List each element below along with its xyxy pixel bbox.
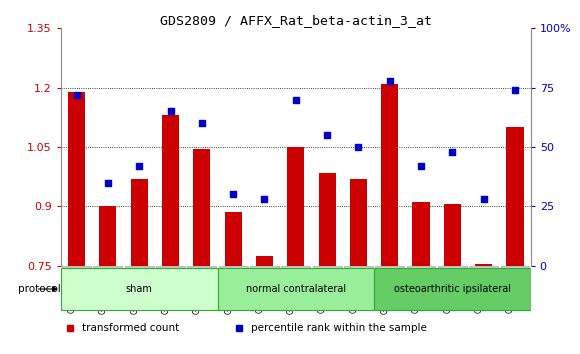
Text: osteoarthritic ipsilateral: osteoarthritic ipsilateral	[394, 284, 511, 294]
Text: normal contralateral: normal contralateral	[246, 284, 346, 294]
Bar	[68, 92, 85, 266]
Bar	[381, 84, 398, 266]
Point	[103, 180, 113, 185]
Point	[260, 196, 269, 202]
Text: GSM200596: GSM200596	[193, 267, 202, 314]
FancyBboxPatch shape	[62, 266, 91, 297]
Bar	[130, 179, 148, 266]
Text: GSM200586: GSM200586	[443, 267, 452, 314]
Text: GSM199974: GSM199974	[224, 267, 233, 314]
Bar	[193, 149, 211, 266]
Bar	[350, 179, 367, 266]
FancyBboxPatch shape	[438, 266, 467, 297]
Bar	[162, 115, 179, 266]
FancyBboxPatch shape	[93, 266, 122, 297]
Point	[72, 92, 81, 98]
Bar	[256, 256, 273, 266]
Text: percentile rank within the sample: percentile rank within the sample	[251, 322, 427, 332]
Bar	[318, 173, 336, 266]
FancyBboxPatch shape	[156, 266, 185, 297]
FancyBboxPatch shape	[187, 266, 216, 297]
Text: GSM199973: GSM199973	[380, 267, 390, 314]
Bar	[218, 268, 374, 310]
Text: protocol: protocol	[17, 284, 60, 294]
Bar	[412, 202, 430, 266]
Bar	[475, 264, 492, 266]
Text: GSM200593: GSM200593	[99, 267, 108, 314]
Bar	[506, 127, 524, 266]
Bar	[287, 147, 305, 266]
FancyBboxPatch shape	[250, 266, 279, 297]
FancyBboxPatch shape	[375, 266, 404, 297]
FancyBboxPatch shape	[344, 266, 373, 297]
Text: GSM200591: GSM200591	[318, 267, 327, 314]
Text: sham: sham	[126, 284, 153, 294]
FancyBboxPatch shape	[469, 266, 498, 297]
Text: GSM200585: GSM200585	[412, 267, 421, 314]
Bar	[61, 268, 218, 310]
Point	[354, 144, 363, 150]
Point	[385, 78, 394, 84]
Text: GSM200592: GSM200592	[349, 267, 358, 314]
Point	[291, 97, 300, 102]
Text: GSM200594: GSM200594	[130, 267, 139, 314]
Point	[510, 87, 520, 93]
Point	[197, 120, 206, 126]
Point	[229, 192, 238, 197]
FancyBboxPatch shape	[281, 266, 310, 297]
FancyBboxPatch shape	[407, 266, 436, 297]
Point	[135, 163, 144, 169]
Bar	[374, 268, 531, 310]
Point	[416, 163, 426, 169]
Text: GSM200587: GSM200587	[474, 267, 484, 314]
Point	[448, 149, 457, 155]
FancyBboxPatch shape	[125, 266, 154, 297]
FancyBboxPatch shape	[313, 266, 342, 297]
Point	[166, 109, 175, 114]
Bar	[444, 204, 461, 266]
FancyBboxPatch shape	[501, 266, 530, 297]
Text: GSM200588: GSM200588	[506, 267, 515, 313]
FancyBboxPatch shape	[219, 266, 248, 297]
Text: GSM200595: GSM200595	[161, 267, 171, 314]
Title: GDS2809 / AFFX_Rat_beta-actin_3_at: GDS2809 / AFFX_Rat_beta-actin_3_at	[160, 14, 432, 27]
Bar	[99, 206, 117, 266]
Point	[479, 196, 488, 202]
Text: GSM200584: GSM200584	[67, 267, 77, 314]
Text: GSM200590: GSM200590	[287, 267, 296, 314]
Point	[322, 132, 332, 138]
Bar	[224, 212, 242, 266]
Text: transformed count: transformed count	[82, 322, 179, 332]
Text: GSM200589: GSM200589	[255, 267, 264, 314]
